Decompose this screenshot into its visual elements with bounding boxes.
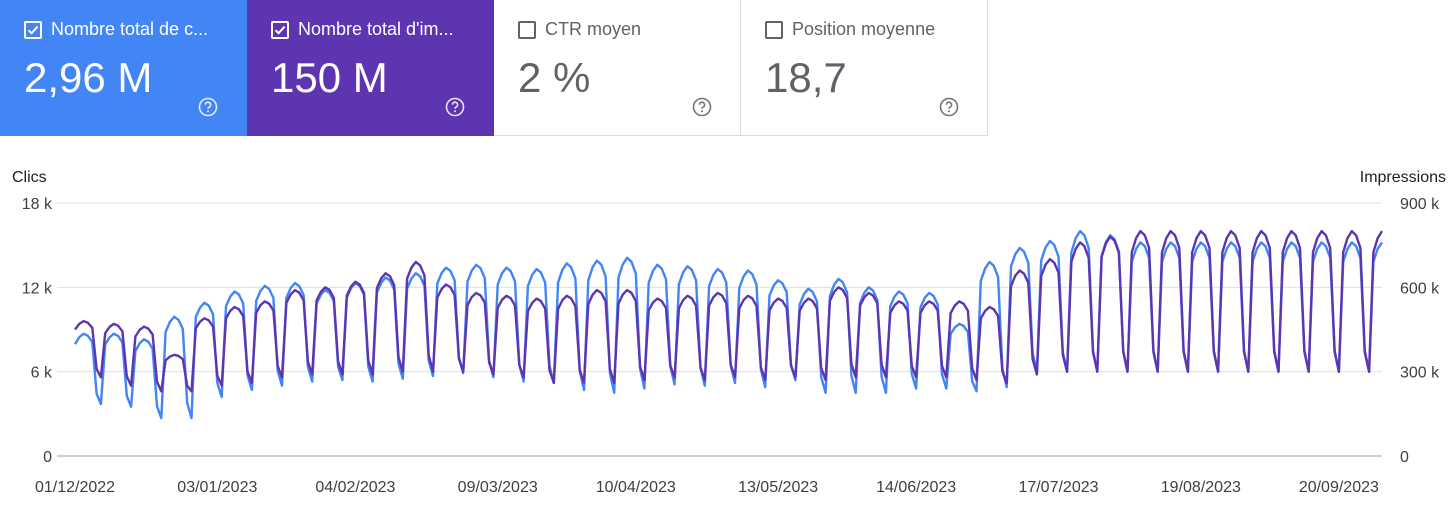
help-circle-icon[interactable] — [198, 97, 218, 117]
checkbox-checked-icon[interactable] — [271, 21, 289, 39]
metric-value: 2,96 M — [24, 54, 153, 101]
metric-card-total-clicks[interactable]: Nombre total de c... 2,96 M — [0, 0, 247, 136]
metric-value: 18,7 — [765, 54, 847, 101]
metric-card-total-impressions[interactable]: Nombre total d'im... 150 M — [247, 0, 494, 136]
y-tick-right: 600 k — [1400, 280, 1440, 297]
metric-label: CTR moyen — [545, 19, 642, 39]
x-tick-label: 03/01/2023 — [177, 479, 257, 496]
x-tick-label: 04/02/2023 — [315, 479, 395, 496]
y-tick-right: 300 k — [1400, 365, 1440, 382]
x-tick-label: 20/09/2023 — [1299, 479, 1379, 496]
y-tick-left: 12 k — [22, 280, 53, 297]
metric-card-average-ctr[interactable]: CTR moyen 2 % — [494, 0, 741, 136]
metric-label: Position moyenne — [792, 19, 936, 39]
metric-value: 150 M — [271, 54, 388, 101]
left-axis-title: Clics — [12, 169, 47, 186]
metric-label: Nombre total de c... — [51, 19, 209, 39]
performance-line-chart: 0 0 6 k 300 k 12 k 600 k 18 k 900 k 01/12/2022 03… — [22, 196, 1440, 496]
x-tick-label: 09/03/2023 — [458, 479, 538, 496]
y-tick-right: 900 k — [1400, 196, 1440, 213]
y-tick-left: 0 — [43, 449, 52, 466]
x-tick-label: 14/06/2023 — [876, 479, 956, 496]
checkbox-checked-icon[interactable] — [24, 21, 42, 39]
metric-value: 2 % — [518, 54, 591, 101]
checkbox-unchecked-icon[interactable] — [765, 21, 783, 39]
y-tick-left: 6 k — [31, 365, 53, 382]
metric-cards: Nombre total de c... 2,96 M Nombre total… — [0, 0, 988, 136]
metric-label: Nombre total d'im... — [298, 19, 454, 39]
right-axis-title: Impressions — [1359, 169, 1446, 186]
x-tick-label: 10/04/2023 — [596, 479, 676, 496]
x-tick-label: 19/08/2023 — [1161, 479, 1241, 496]
help-circle-icon[interactable] — [445, 97, 465, 117]
x-tick-label: 13/05/2023 — [738, 479, 818, 496]
metric-card-average-position[interactable]: Position moyenne 18,7 — [741, 0, 988, 136]
checkbox-unchecked-icon[interactable] — [518, 21, 536, 39]
y-tick-right: 0 — [1400, 449, 1409, 466]
y-tick-left: 18 k — [22, 196, 53, 213]
help-circle-icon[interactable] — [939, 97, 959, 117]
x-tick-label: 17/07/2023 — [1018, 479, 1098, 496]
help-circle-icon[interactable] — [692, 97, 712, 117]
x-tick-label: 01/12/2022 — [35, 479, 115, 496]
series-line-impressions — [74, 229, 1384, 393]
